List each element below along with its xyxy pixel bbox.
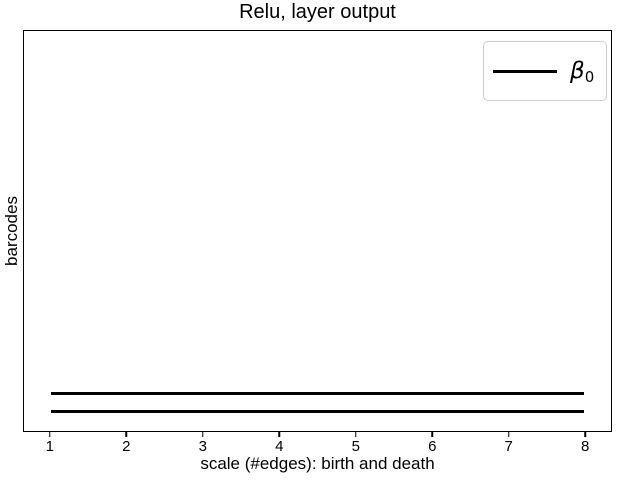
y-axis-label: barcodes bbox=[2, 196, 21, 266]
x-tick-mark bbox=[354, 432, 357, 437]
x-tick-mark bbox=[507, 432, 510, 437]
x-tick-mark bbox=[125, 432, 128, 437]
x-axis-label: scale (#edges): birth and death bbox=[200, 454, 435, 473]
x-tick-mark bbox=[202, 432, 204, 437]
x-tick-mark bbox=[584, 432, 586, 437]
x-tick-label: 7 bbox=[504, 438, 513, 455]
barcode-line bbox=[50, 391, 585, 395]
beta-subscript: 0 bbox=[584, 67, 595, 86]
barcode-lines-layer bbox=[24, 31, 611, 431]
beta-symbol: β bbox=[570, 57, 585, 84]
x-tick-mark bbox=[49, 432, 51, 437]
x-tick-mark bbox=[431, 432, 433, 437]
x-tick-mark bbox=[278, 432, 280, 437]
x-tick-label: 8 bbox=[581, 438, 590, 455]
x-tick-label: 2 bbox=[122, 438, 131, 455]
x-axis: 1 2 3 4 5 6 7 8 bbox=[23, 432, 612, 458]
x-tick-label: 4 bbox=[275, 438, 284, 455]
plot-area: β0 bbox=[23, 30, 612, 432]
barcode-line bbox=[50, 409, 585, 413]
legend-label-beta0: β0 bbox=[570, 57, 595, 86]
legend-line-icon bbox=[493, 69, 557, 73]
legend: β0 bbox=[483, 41, 607, 101]
x-tick-label: 3 bbox=[198, 438, 207, 455]
x-tick-label: 5 bbox=[351, 438, 360, 455]
x-tick-label: 1 bbox=[45, 438, 54, 455]
chart-title: Relu, layer output bbox=[239, 1, 396, 23]
x-tick-label: 6 bbox=[428, 438, 437, 455]
